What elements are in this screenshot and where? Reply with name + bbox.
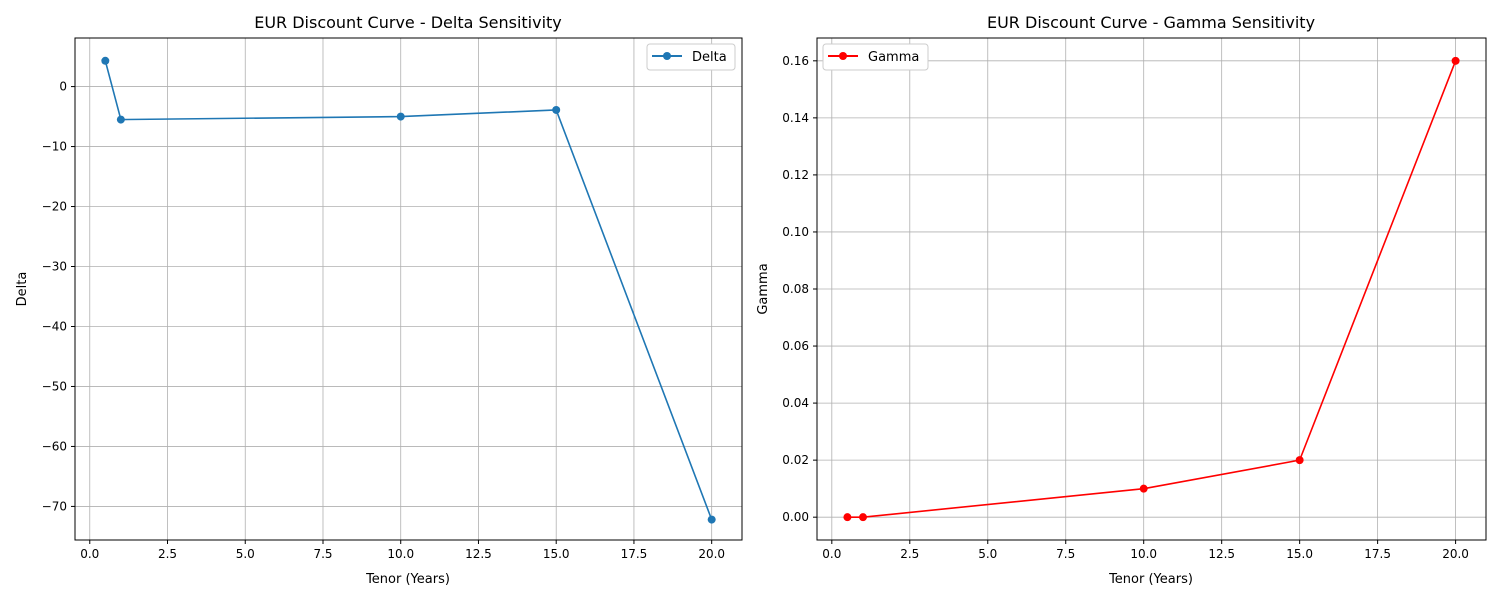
gamma-data-point — [1139, 484, 1148, 493]
gamma-y-axis: 0.00 0.02 0.04 0.06 0.08 0.10 0.12 0.14 0.16 — [782, 54, 817, 524]
delta-legend-label: Delta — [692, 50, 727, 65]
delta-x-tick-label: 5.0 — [236, 547, 255, 561]
delta-y-axis: 0 −10 −20 −30 −40 −50 −60 −70 — [42, 80, 75, 513]
gamma-x-tick-label: 5.0 — [978, 547, 997, 561]
gamma-grid — [817, 38, 1486, 540]
gamma-chart-title: EUR Discount Curve - Gamma Sensitivity — [987, 13, 1315, 32]
delta-data-point — [396, 112, 405, 121]
gamma-legend-marker — [839, 52, 847, 60]
delta-plot-frame — [74, 37, 743, 541]
gamma-x-tick-label: 17.5 — [1364, 547, 1391, 561]
delta-y-axis-label: Delta — [15, 272, 30, 307]
delta-y-tick-label: −20 — [42, 200, 67, 214]
gamma-x-axis-label: Tenor (Years) — [1108, 572, 1193, 587]
delta-x-tick-label: 0.0 — [80, 547, 99, 561]
gamma-data-point — [843, 513, 852, 522]
gamma-plot-lines — [843, 56, 1460, 522]
delta-chart: EUR Discount Curve - Delta Sensitivity 0… — [15, 13, 743, 587]
gamma-x-tick-label: 2.5 — [900, 547, 919, 561]
gamma-x-tick-label: 12.5 — [1208, 547, 1235, 561]
gamma-x-tick-label: 15.0 — [1286, 547, 1313, 561]
delta-x-axis: 0.0 2.5 5.0 7.5 10.0 12.5 15.0 17.5 20.0 — [80, 540, 725, 561]
gamma-x-tick-label: 10.0 — [1130, 547, 1157, 561]
gamma-y-tick-label: 0.10 — [782, 225, 809, 239]
gamma-legend-label: Gamma — [868, 50, 919, 65]
gamma-data-point — [1451, 56, 1460, 65]
delta-y-tick-label: 0 — [59, 80, 67, 94]
delta-y-tick-label: −60 — [42, 439, 67, 453]
delta-y-tick-label: −40 — [42, 319, 67, 333]
delta-y-tick-label: −50 — [42, 379, 67, 393]
gamma-x-tick-label: 0.0 — [822, 547, 841, 561]
gamma-x-axis: 0.0 2.5 5.0 7.5 10.0 12.5 15.0 17.5 20.0 — [822, 540, 1469, 561]
gamma-y-tick-label: 0.00 — [782, 510, 809, 524]
delta-grid — [75, 38, 742, 540]
gamma-y-tick-label: 0.12 — [782, 168, 809, 182]
gamma-data-point — [1295, 456, 1304, 465]
delta-x-tick-label: 7.5 — [313, 547, 332, 561]
delta-x-tick-label: 10.0 — [387, 547, 414, 561]
delta-x-tick-label: 15.0 — [543, 547, 570, 561]
gamma-data-point — [859, 513, 868, 522]
delta-legend-box — [646, 43, 736, 71]
delta-legend: Delta — [646, 43, 736, 71]
gamma-y-tick-label: 0.14 — [782, 111, 809, 125]
gamma-chart: EUR Discount Curve - Gamma Sensitivity 0… — [756, 13, 1487, 587]
delta-data-point — [116, 115, 125, 124]
delta-data-point — [707, 515, 716, 524]
gamma-y-tick-label: 0.06 — [782, 339, 809, 353]
delta-y-tick-label: −70 — [42, 499, 67, 513]
gamma-legend-box — [822, 43, 929, 71]
gamma-x-tick-label: 7.5 — [1056, 547, 1075, 561]
delta-legend-marker — [663, 52, 671, 60]
delta-x-tick-label: 17.5 — [621, 547, 648, 561]
delta-x-tick-label: 12.5 — [465, 547, 492, 561]
gamma-plot-frame — [816, 37, 1487, 541]
delta-x-tick-label: 20.0 — [698, 547, 725, 561]
gamma-y-tick-label: 0.08 — [782, 282, 809, 296]
delta-data-point — [101, 56, 110, 65]
gamma-y-axis-label: Gamma — [756, 263, 771, 314]
delta-y-tick-label: −30 — [42, 260, 67, 274]
delta-chart-title: EUR Discount Curve - Delta Sensitivity — [254, 13, 562, 32]
gamma-y-tick-label: 0.04 — [782, 396, 809, 410]
delta-x-tick-label: 2.5 — [158, 547, 177, 561]
delta-data-point — [552, 105, 561, 114]
gamma-y-tick-label: 0.02 — [782, 453, 809, 467]
gamma-y-tick-label: 0.16 — [782, 54, 809, 68]
gamma-legend: Gamma — [822, 43, 929, 71]
delta-series-line — [104, 60, 713, 520]
delta-x-axis-label: Tenor (Years) — [365, 572, 450, 587]
delta-y-tick-label: −10 — [42, 140, 67, 154]
gamma-x-tick-label: 20.0 — [1442, 547, 1469, 561]
delta-plot-lines — [101, 56, 716, 524]
